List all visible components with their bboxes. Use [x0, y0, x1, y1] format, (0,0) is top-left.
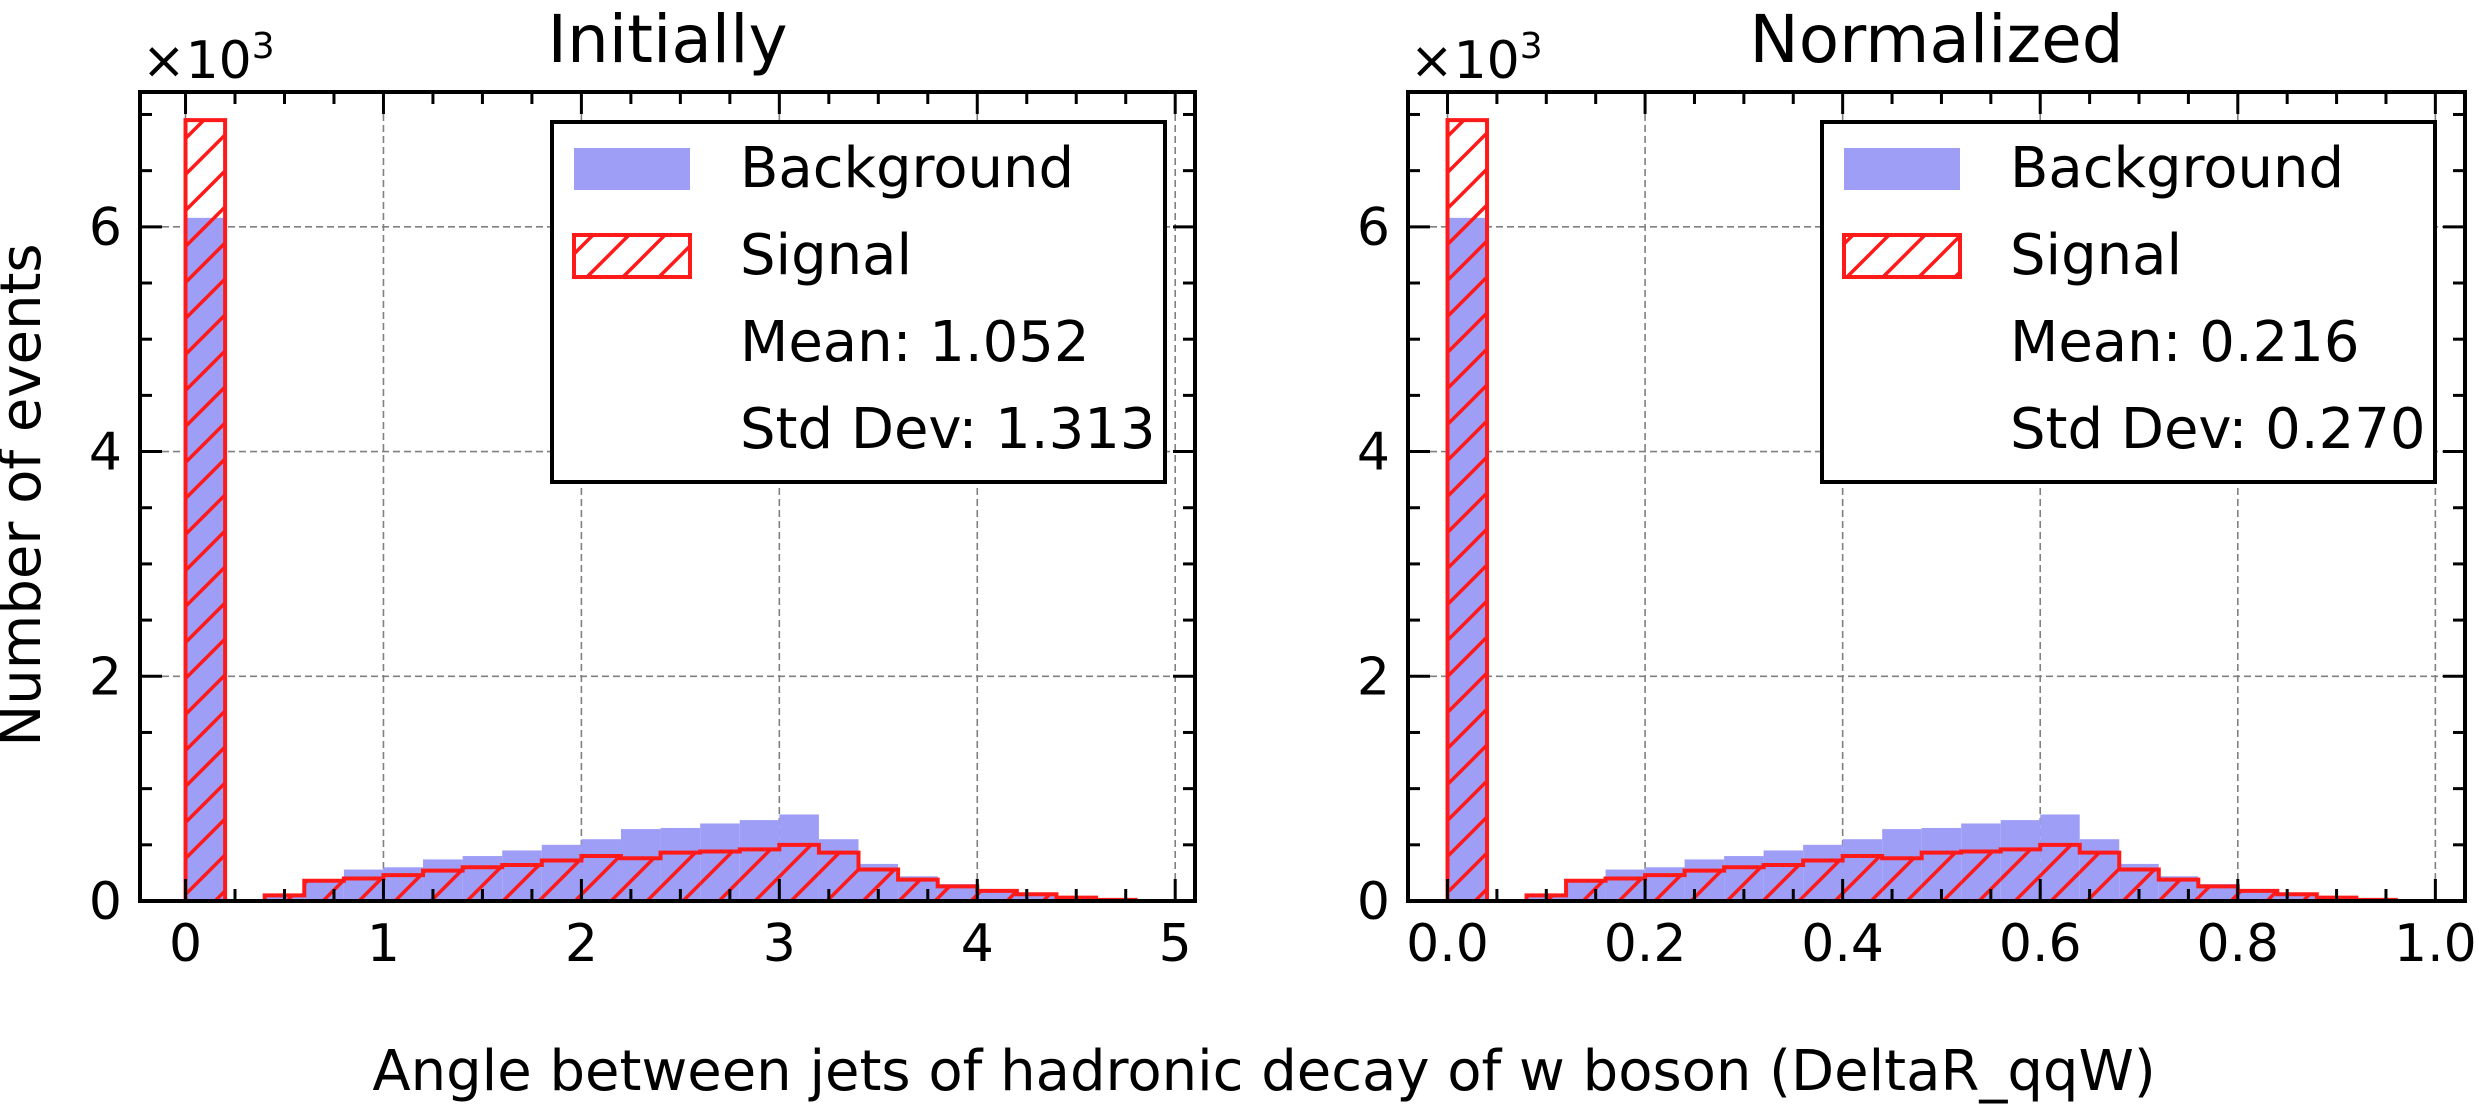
legend-label-signal: Signal — [2010, 223, 2182, 288]
chart-title: Initially — [547, 1, 787, 78]
signal-bar-hatch — [818, 852, 859, 901]
legend-label-background: Background — [740, 136, 1074, 201]
signal-bar-hatch — [502, 865, 542, 901]
ticks — [140, 92, 1195, 903]
signal-bar-hatch — [541, 860, 582, 901]
y-tick-label: 2 — [1357, 647, 1390, 707]
signal-outline — [1445, 118, 2398, 902]
x-tick-label: 2 — [565, 914, 598, 974]
signal-bar-hatch — [1684, 870, 1725, 901]
y-multiplier-label: ×103 — [1410, 26, 1543, 91]
y-tick-label: 0 — [1357, 872, 1390, 932]
y-axis-label: Number of events — [0, 243, 54, 746]
signal-bar-hatch — [343, 878, 384, 901]
legend-box — [550, 120, 1167, 484]
legend-std-text: Std Dev: 1.313 — [740, 397, 1156, 462]
y-tick-label: 0 — [89, 872, 122, 932]
signal-bar-hatch — [1961, 851, 2001, 901]
legend-label-background: Background — [2010, 136, 2344, 201]
signal-bar-hatch — [2158, 879, 2199, 901]
legend-mean-text: Mean: 1.052 — [740, 310, 1090, 375]
chart-title: Normalized — [1749, 1, 2123, 78]
signal-bar-hatch — [977, 890, 1017, 901]
signal-bar-hatch — [700, 851, 740, 901]
legend-label-signal: Signal — [740, 223, 912, 288]
x-tick-label: 0.6 — [1999, 914, 2082, 974]
y-multiplier-exponent: 3 — [1520, 26, 1543, 67]
signal-outline — [183, 118, 1138, 902]
x-tick-label: 4 — [961, 914, 994, 974]
legend-mean-text: Mean: 0.216 — [2010, 310, 2360, 375]
signal-bar-hatch — [2079, 852, 2120, 901]
x-tick-label: 0.2 — [1604, 914, 1687, 974]
y-multiplier-label: ×103 — [142, 26, 275, 91]
x-tick-label: 0.4 — [1801, 914, 1884, 974]
y-tick-label: 4 — [1357, 423, 1390, 483]
x-tick-label: 1 — [367, 914, 400, 974]
signal-bar-hatch — [185, 120, 226, 902]
y-tick-label: 6 — [89, 198, 122, 258]
signal-bar-hatch — [779, 844, 819, 901]
signal-bar-hatch — [1842, 856, 1883, 901]
signal-bar-hatch — [1016, 894, 1057, 901]
y-tick-label: 4 — [89, 423, 122, 483]
signal-bar-hatch — [620, 858, 661, 901]
signal-bar-hatch — [1605, 878, 1646, 901]
axes-frame — [1406, 90, 2467, 903]
signal-bar-hatch — [423, 870, 463, 901]
signal-bar-hatch — [2198, 886, 2238, 901]
ticks — [1408, 92, 2465, 903]
signal-bar-hatch — [1645, 875, 1685, 901]
axes-frame — [138, 90, 1197, 903]
signal-bar-hatch — [2277, 894, 2317, 901]
legend-swatch-background — [574, 148, 690, 190]
y-tick-label: 2 — [89, 647, 122, 707]
legend: Background Signal Mean: 0.216 Std Dev: 0.27… — [1820, 120, 2437, 484]
legend-swatch-signal — [1842, 233, 1962, 279]
x-tick-label: 3 — [763, 914, 796, 974]
signal-bar-hatch — [1447, 120, 1488, 902]
signal-bar-hatch — [1566, 880, 1606, 901]
signal-bar-hatch — [581, 856, 621, 901]
legend: Background Signal Mean: 1.052 Std Dev: 1.31… — [550, 120, 1167, 484]
signal-bar-hatch — [1763, 865, 1804, 901]
signal-bar-hatch — [304, 880, 344, 901]
x-axis-label: Angle between jets of hadronic decay of … — [372, 1039, 2155, 1104]
signal-bar-hatch — [2237, 890, 2278, 901]
x-tick-label: 0.8 — [2196, 914, 2279, 974]
signal-bar-hatch — [2040, 844, 2080, 901]
signal-bar-hatch — [1803, 860, 1843, 901]
y-tick-label: 6 — [1357, 198, 1390, 258]
legend-swatch-background — [1844, 148, 1960, 190]
x-tick-label: 0.0 — [1406, 914, 1489, 974]
legend-swatch-signal — [572, 233, 692, 279]
signal-bar-hatch — [739, 849, 780, 901]
x-tick-label: 5 — [1159, 914, 1192, 974]
x-tick-label: 0 — [169, 914, 202, 974]
x-tick-label: 1.0 — [2394, 914, 2477, 974]
signal-bar-hatch — [2000, 849, 2041, 901]
panel-normalized: 0.0 0.2 0.4 0.6 0.8 1.0 0 2 4 6 ×103 Normalized Back… — [1357, 1, 2477, 974]
legend-std-text: Std Dev: 0.270 — [2010, 397, 2426, 462]
signal-bar-hatch — [1882, 858, 1922, 901]
panel-initially: 0 1 2 3 4 5 0 2 4 6 ×103 Initially Background Signal M… — [89, 1, 1197, 974]
y-multiplier-exponent: 3 — [252, 26, 275, 67]
signal-bar-hatch — [937, 886, 978, 901]
signal-bar-hatch — [383, 875, 424, 901]
signal-bar-hatch — [898, 879, 938, 901]
